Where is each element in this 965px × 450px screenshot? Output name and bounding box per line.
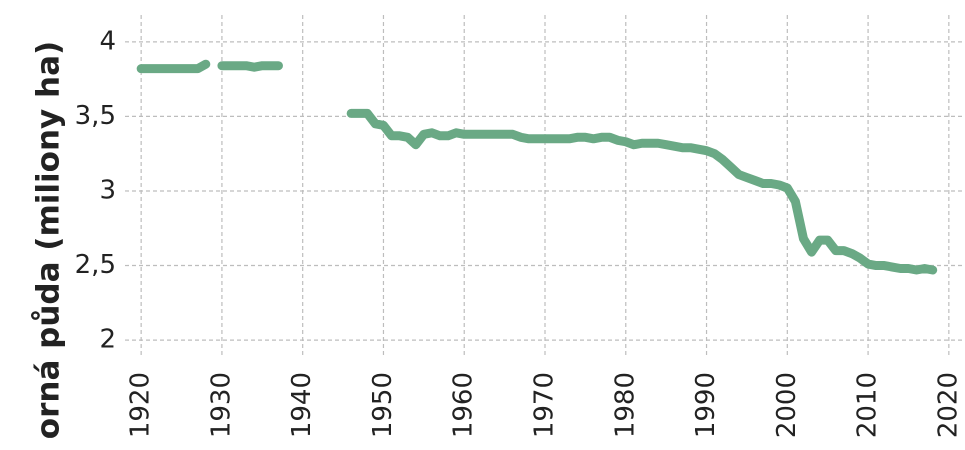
x-tick-label: 1920 [126,372,156,438]
x-tick-label: 2010 [853,372,883,438]
x-tick-label: 1990 [691,372,721,438]
x-tick-label: 1950 [368,372,398,438]
y-tick-label: 4 [99,26,116,56]
x-tick-label: 1940 [287,372,317,438]
x-tick-label: 1930 [206,372,236,438]
data-line [136,59,938,275]
x-tick-label: 1960 [449,372,479,438]
x-tick-label: 2000 [772,372,802,438]
x-tick-label: 2020 [933,372,963,438]
y-tick-label: 2,5 [75,250,116,280]
y-tick-label: 2 [99,325,116,355]
x-tick-label: 1970 [530,372,560,438]
x-tick-label: 1980 [610,372,640,438]
y-tick-label: 3,5 [75,101,116,131]
y-tick-label: 3 [99,175,116,205]
y-axis-title: orná půda (miliony ha) [31,41,67,439]
